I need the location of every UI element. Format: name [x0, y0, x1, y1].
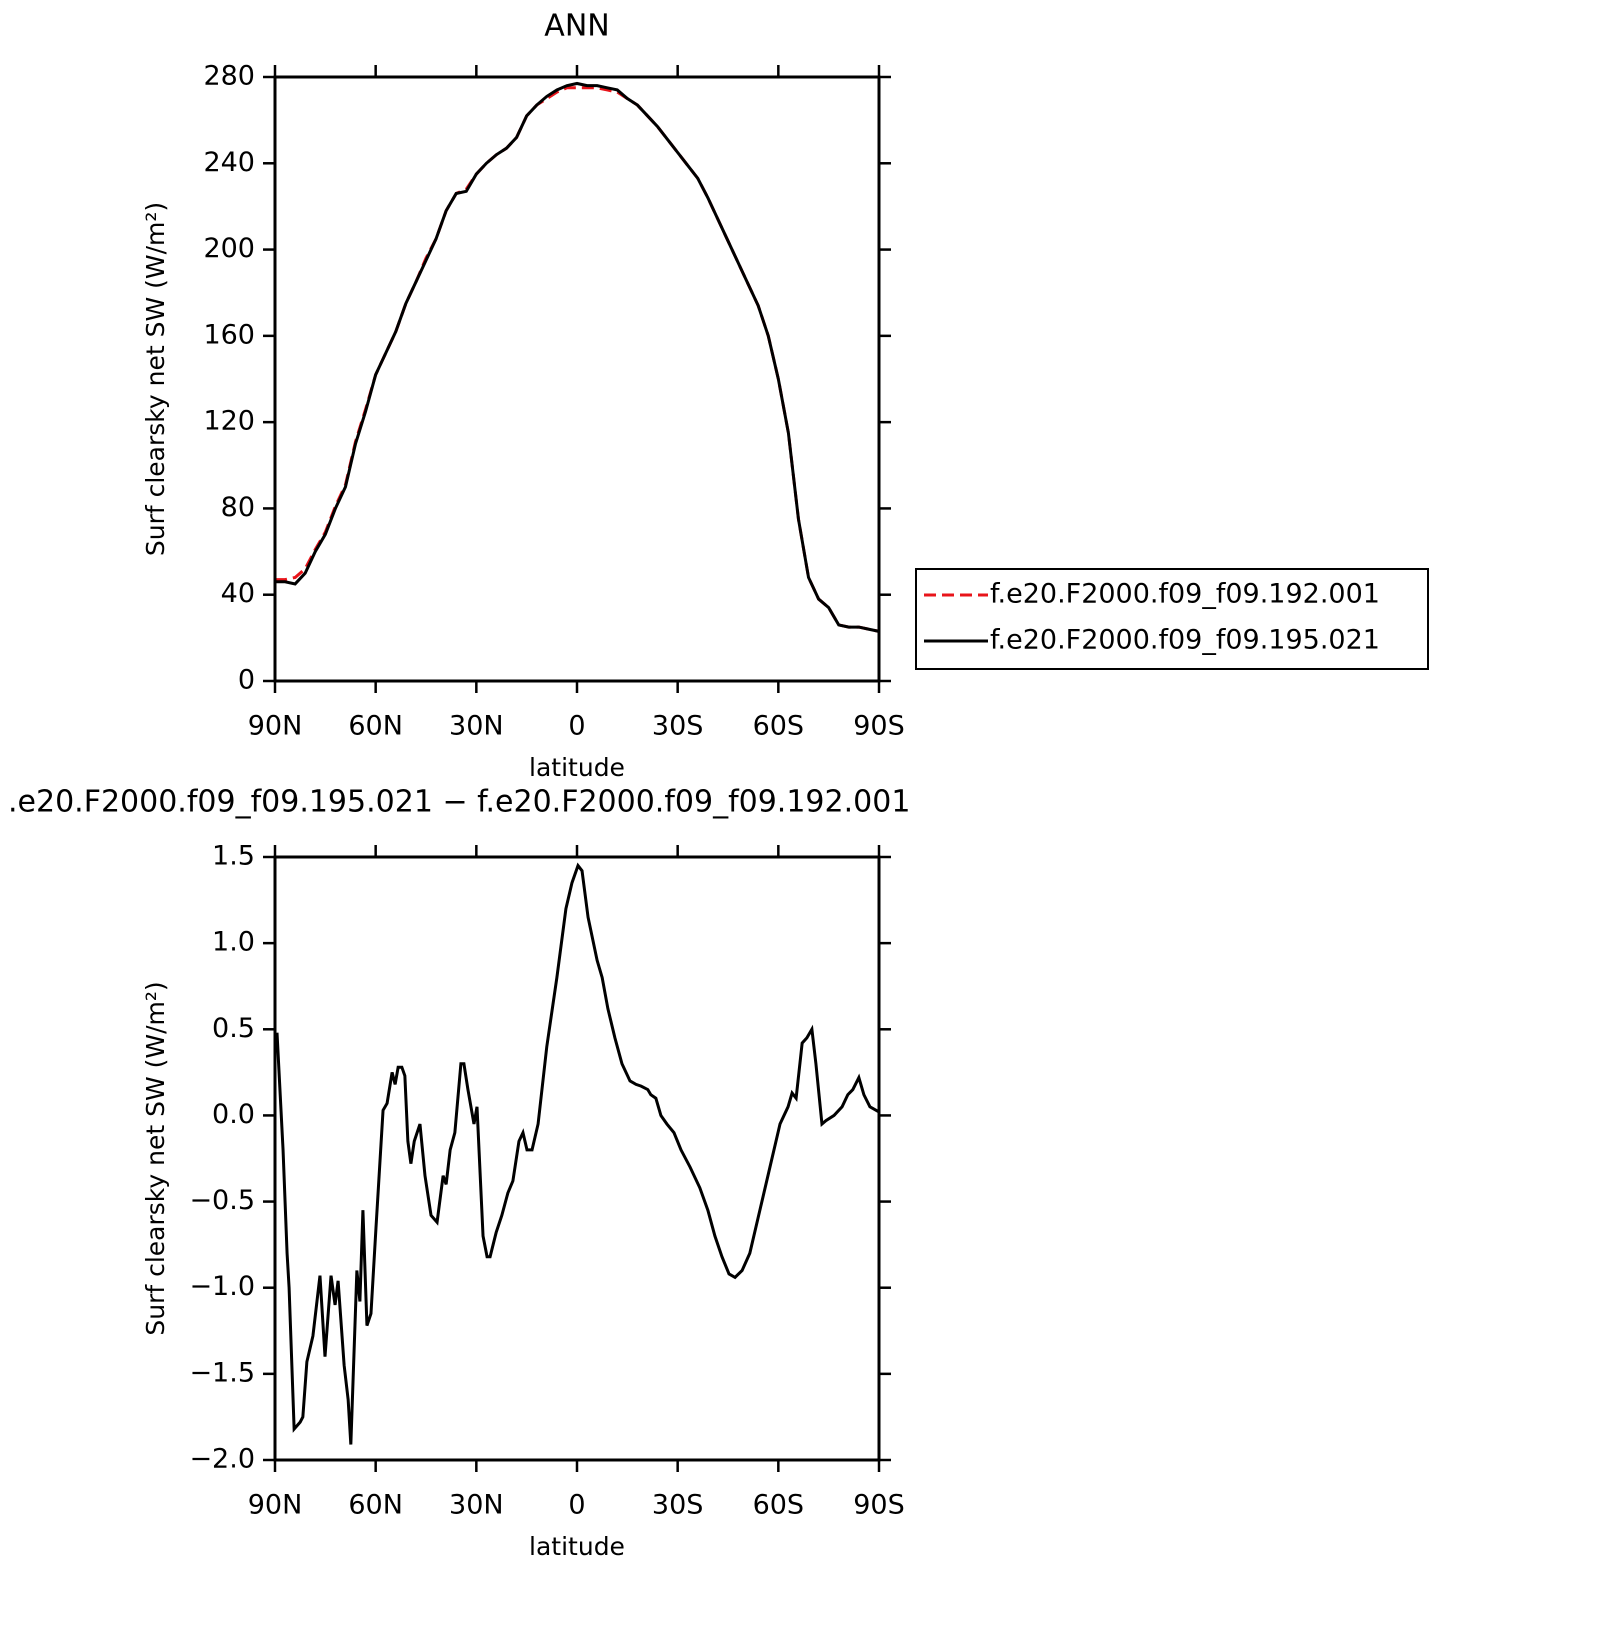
y-tick-label: 160	[203, 319, 255, 350]
x-tick-label: 60N	[348, 711, 403, 742]
x-axis-label: latitude	[529, 1532, 625, 1561]
legend-label: f.e20.F2000.f09_f09.195.021	[990, 625, 1380, 656]
y-tick-label: 40	[221, 578, 255, 609]
legend-label: f.e20.F2000.f09_f09.192.001	[990, 579, 1380, 610]
data-line	[275, 86, 880, 633]
x-tick-label: 30N	[449, 711, 504, 742]
y-tick-label: 1.0	[212, 927, 255, 958]
x-axis-label: latitude	[529, 753, 625, 782]
plot-frame	[273, 855, 881, 1462]
x-tick-label: 30S	[652, 711, 704, 742]
chart-title: ANN	[544, 9, 609, 44]
chart-title: .e20.F2000.f09_f09.195.021 − f.e20.F2000…	[8, 785, 910, 820]
y-axis-label: Surf clearsky net SW (W/m²)	[141, 202, 170, 556]
y-tick-label: 0	[238, 665, 255, 696]
x-tick-label: 0	[568, 1490, 585, 1521]
y-tick-label: 1.5	[212, 841, 255, 872]
x-tick-label: 0	[568, 711, 585, 742]
y-tick-label: 240	[203, 147, 255, 178]
y-tick-label: −1.5	[189, 1357, 255, 1388]
y-tick-label: 80	[221, 492, 255, 523]
y-tick-label: −0.5	[189, 1185, 255, 1216]
x-tick-label: 90S	[853, 711, 905, 742]
y-axis-label: Surf clearsky net SW (W/m²)	[141, 981, 170, 1335]
legend-box	[915, 568, 1429, 670]
x-tick-label: 90N	[248, 711, 303, 742]
y-tick-label: 120	[203, 406, 255, 437]
y-tick-label: 280	[203, 61, 255, 92]
x-tick-label: 60S	[753, 1490, 805, 1521]
x-tick-label: 30N	[449, 1490, 504, 1521]
y-tick-label: 200	[203, 233, 255, 264]
y-tick-label: −2.0	[189, 1444, 255, 1475]
x-tick-label: 90S	[853, 1490, 905, 1521]
x-tick-label: 30S	[652, 1490, 704, 1521]
plot-frame	[273, 75, 881, 683]
x-tick-label: 60S	[753, 711, 805, 742]
data-line	[275, 862, 880, 1445]
x-tick-label: 60N	[348, 1490, 403, 1521]
y-tick-label: 0.0	[212, 1099, 255, 1130]
data-line	[275, 81, 880, 633]
x-tick-label: 90N	[248, 1490, 303, 1521]
y-tick-label: 0.5	[212, 1013, 255, 1044]
y-tick-label: −1.0	[189, 1271, 255, 1302]
